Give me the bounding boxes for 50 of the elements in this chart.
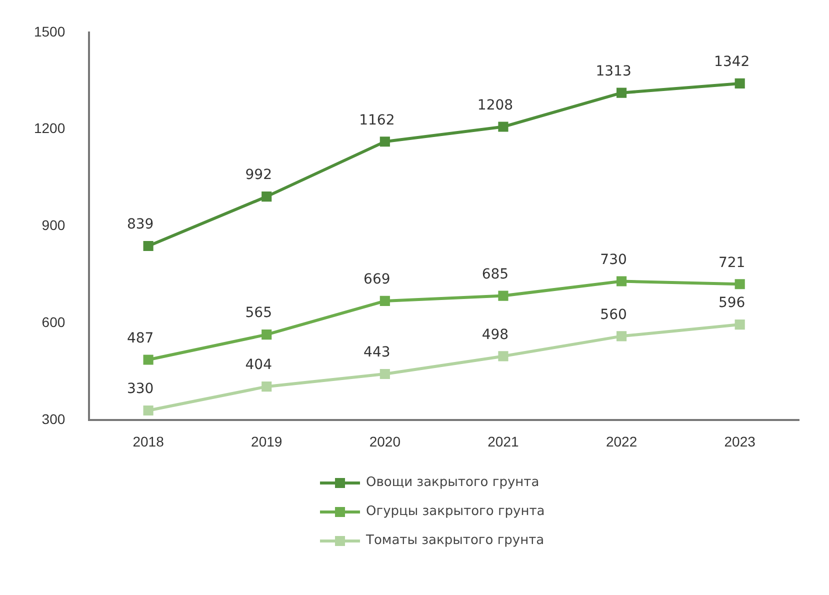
y-tick-label: 1200: [34, 120, 66, 136]
x-tick-label: 2022: [606, 433, 638, 450]
point: [616, 88, 627, 98]
x-tick-label: 2020: [369, 433, 401, 450]
point: [380, 368, 390, 380]
data-label: 1313: [596, 63, 632, 80]
point: [380, 136, 390, 147]
point: [262, 330, 272, 340]
legend-label: Огурцы закрытого грунта: [366, 504, 545, 519]
legend-label: Овощи закрытого грунта: [366, 475, 540, 490]
data-label: 1208: [477, 97, 514, 114]
legend-label: Томаты закрытого грунта: [366, 533, 544, 548]
point: [498, 351, 508, 362]
data-label: 404: [245, 357, 272, 374]
data-label: 443: [364, 344, 390, 361]
point: [143, 240, 154, 252]
point: [734, 78, 745, 88]
point: [498, 122, 508, 132]
data-label: 730: [600, 252, 627, 268]
data-label: 565: [245, 305, 272, 322]
data-label: 330: [126, 381, 154, 398]
x-tick-label: 2018: [132, 433, 164, 450]
point: [616, 331, 627, 342]
point: [143, 405, 154, 416]
data-label: 992: [245, 167, 272, 184]
y-tick-label: 600: [42, 314, 66, 330]
y-tick-label: 1500: [34, 23, 66, 40]
data-label: 721: [718, 254, 746, 271]
point: [734, 320, 745, 330]
point: [380, 296, 390, 306]
x-tick-label: 2021: [488, 433, 520, 450]
data-label: 1162: [359, 112, 395, 128]
data-label: 487: [126, 330, 154, 346]
y-tick-label: 900: [42, 217, 66, 234]
point: [734, 279, 745, 290]
data-label: 685: [482, 266, 509, 282]
data-label: 596: [718, 295, 746, 312]
x-tick-label: 2023: [724, 433, 756, 450]
y-tick-label: 300: [42, 411, 66, 428]
x-tick-label: 2019: [251, 433, 282, 450]
point: [262, 382, 272, 392]
point: [143, 354, 154, 365]
point: [262, 192, 272, 202]
data-label: 498: [482, 326, 509, 343]
data-label: 560: [600, 306, 627, 323]
data-label: 839: [126, 216, 154, 233]
data-label: 669: [364, 272, 390, 288]
data-label: 1342: [714, 54, 750, 70]
point: [498, 290, 508, 301]
point: [616, 276, 627, 286]
